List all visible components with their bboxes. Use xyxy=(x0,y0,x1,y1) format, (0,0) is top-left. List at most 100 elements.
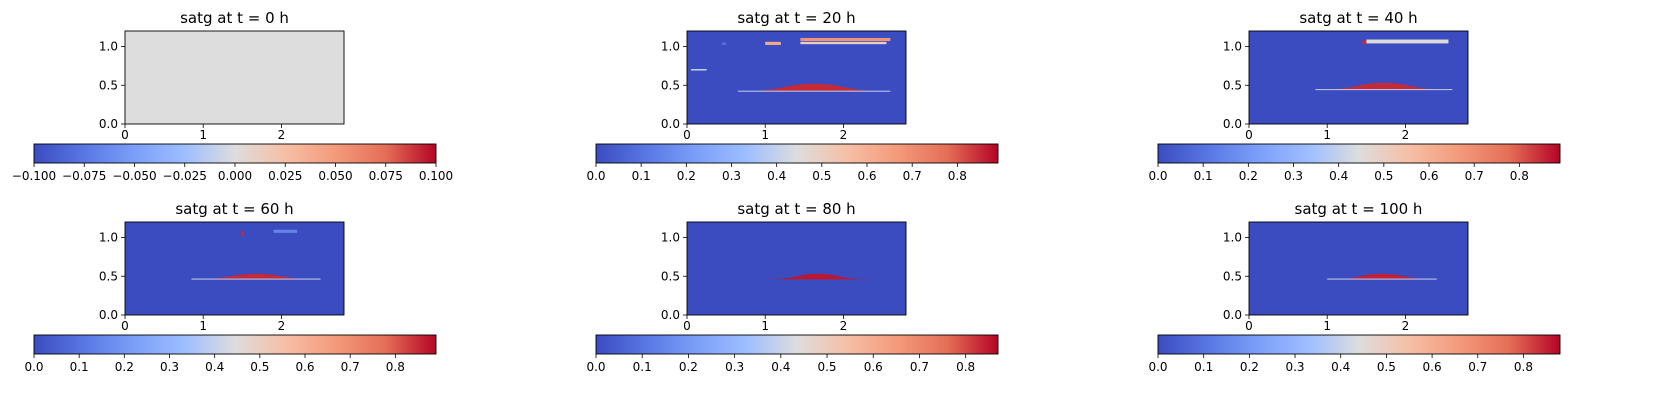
subplot-title: satg at t = 20 h xyxy=(737,9,855,27)
colorbar xyxy=(595,143,999,164)
x-tick-label: 0 xyxy=(683,128,691,142)
x-tick-label: 1 xyxy=(761,319,769,333)
colorbar-tick-label: 0.4 xyxy=(771,360,790,374)
y-tick-label: 0.5 xyxy=(661,269,680,283)
colorbar-tick-label: 0.7 xyxy=(1468,360,1487,374)
axes-frame xyxy=(124,221,345,316)
colorbar-tick-label: 0.7 xyxy=(910,360,929,374)
gas-plume-0 xyxy=(1315,82,1453,90)
colorbar-tick-label: 0.7 xyxy=(341,360,360,374)
colorbar xyxy=(1157,143,1561,164)
x-tick-label: 0 xyxy=(683,319,691,333)
y-tick-label: 0.5 xyxy=(99,78,118,92)
colorbar-tick-label: 0.8 xyxy=(1514,360,1533,374)
heatmap-field xyxy=(125,222,344,315)
colorbar-tick-label: 0.050 xyxy=(318,169,352,183)
colorbar xyxy=(33,143,437,164)
colorbar-tick-label: 0.5 xyxy=(1374,169,1393,183)
colorbar-tick-label: 0.4 xyxy=(1331,360,1350,374)
gas-band-1 xyxy=(191,278,321,280)
colorbar-tick-label: 0.0 xyxy=(1148,169,1167,183)
subplot-4: satg at t = 80 h 0 1 2 0.0 0.5 1.0 0.0 0.1 0.2 0.3… xyxy=(586,200,999,374)
y-tick-label: 1.0 xyxy=(1223,40,1242,54)
y-tick-label: 0.0 xyxy=(1223,308,1242,322)
x-tick-label: 0 xyxy=(121,128,129,142)
subplot-0: satg at t = 0 h0 1 20.00.51.0−0.100 −0.075−… xyxy=(12,9,453,183)
y-tick-label: 0.5 xyxy=(1223,269,1242,283)
colorbar-tick-label: 0.4 xyxy=(1329,169,1348,183)
x-tick-label: 2 xyxy=(278,128,286,142)
gas-band-2 xyxy=(1366,39,1449,44)
y-tick-label: 0.5 xyxy=(661,78,680,92)
colorbar-tick-label: 0.7 xyxy=(903,169,922,183)
colorbar-tick-label: −0.100 xyxy=(12,169,56,183)
colorbar-tick-label: 0.0 xyxy=(1148,360,1167,374)
colorbar-tick-label: 0.8 xyxy=(948,169,967,183)
heatmap-field xyxy=(1249,222,1468,315)
colorbar xyxy=(33,334,437,355)
subplot-title: satg at t = 60 h xyxy=(175,200,293,218)
subplot-title: satg at t = 0 h xyxy=(180,9,289,27)
x-tick-label: 0 xyxy=(121,319,129,333)
subplot-3: satg at t = 60 h 0 1 2 0.0 0.5 1.0 0.0 0.1 0.2 0.3… xyxy=(24,200,437,374)
y-tick-label: 0.0 xyxy=(1223,117,1242,131)
gas-band-1 xyxy=(1315,89,1453,91)
x-tick-label: 0 xyxy=(1245,319,1253,333)
colorbar-tick-label: 0.3 xyxy=(1284,169,1303,183)
colorbar-tick-label: 0.5 xyxy=(250,360,269,374)
colorbar xyxy=(1157,334,1561,355)
heatmap-field xyxy=(1249,31,1468,124)
colorbar-tick-label: −0.025 xyxy=(163,169,207,183)
gas-band-1 xyxy=(737,90,891,92)
subplot-title: satg at t = 40 h xyxy=(1299,9,1417,27)
y-tick-label: 1.0 xyxy=(661,231,680,245)
colorbar-tick-label: 0.2 xyxy=(677,169,696,183)
colorbar-tick-label: 0.6 xyxy=(1419,169,1438,183)
colorbar-tick-label: 0.4 xyxy=(205,360,224,374)
colorbar-tick-label: 0.6 xyxy=(1423,360,1442,374)
x-tick-label: 2 xyxy=(840,319,848,333)
colorbar-tick-label: 0.1 xyxy=(632,169,651,183)
x-tick-label: 2 xyxy=(278,319,286,333)
colorbar-tick-label: 0.0 xyxy=(586,169,605,183)
colorbar xyxy=(595,334,999,355)
colorbar-tick-label: 0.025 xyxy=(268,169,302,183)
x-tick-label: 2 xyxy=(840,128,848,142)
gas-plume-0 xyxy=(765,273,871,280)
colorbar-tick-label: 0.2 xyxy=(679,360,698,374)
gas-plume-0 xyxy=(737,83,891,92)
colorbar-tick-label: 0.4 xyxy=(767,169,786,183)
gas-band-3 xyxy=(240,231,244,236)
colorbar-tick-label: 0.6 xyxy=(295,360,314,374)
colorbar-tick-label: 0.1 xyxy=(633,360,652,374)
colorbar-tick-label: 0.2 xyxy=(1240,360,1259,374)
colorbar-tick-label: 0.5 xyxy=(1377,360,1396,374)
colorbar-tick-label: 0.1 xyxy=(1194,169,1213,183)
x-tick-label: 1 xyxy=(761,128,769,142)
colorbar-tick-label: 0.8 xyxy=(956,360,975,374)
colorbar-tick-label: 0.5 xyxy=(812,169,831,183)
x-tick-label: 2 xyxy=(1402,128,1410,142)
colorbar-tick-label: 0.2 xyxy=(115,360,134,374)
gas-band-2 xyxy=(800,37,891,42)
x-tick-label: 1 xyxy=(199,128,207,142)
gas-plume-0 xyxy=(191,273,321,280)
axes-frame xyxy=(1248,30,1469,125)
y-tick-label: 0.5 xyxy=(1223,78,1242,92)
gas-plume-0 xyxy=(1327,273,1437,280)
y-tick-label: 1.0 xyxy=(661,40,680,54)
colorbar-tick-label: 0.1 xyxy=(1194,360,1213,374)
colorbar-tick-label: 0.3 xyxy=(722,169,741,183)
heatmap-field xyxy=(687,222,906,315)
heatmap-field xyxy=(687,31,906,124)
subplot-title: satg at t = 80 h xyxy=(737,200,855,218)
axes-frame xyxy=(124,30,345,125)
y-tick-label: 1.0 xyxy=(1223,231,1242,245)
x-tick-label: 2 xyxy=(1402,319,1410,333)
colorbar-tick-label: −0.075 xyxy=(62,169,106,183)
gas-band-3 xyxy=(1362,40,1367,45)
colorbar-tick-label: 0.075 xyxy=(369,169,403,183)
colorbar-tick-label: 0.7 xyxy=(1465,169,1484,183)
colorbar-tick-label: 0.3 xyxy=(725,360,744,374)
